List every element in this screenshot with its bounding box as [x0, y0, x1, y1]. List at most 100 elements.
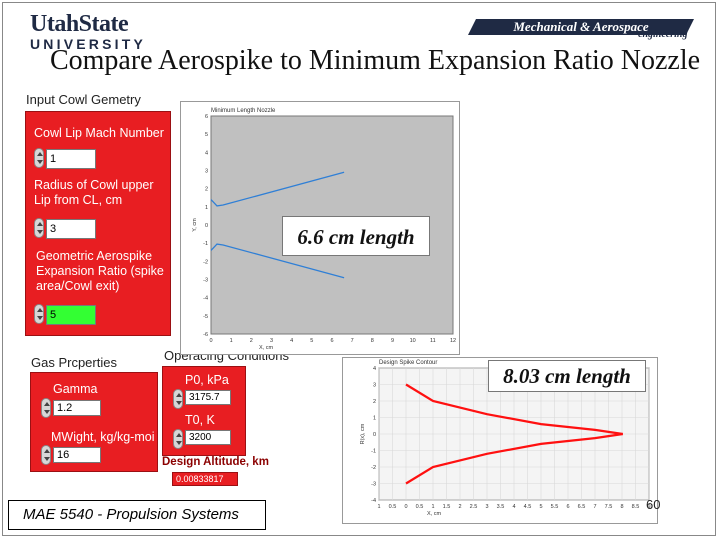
- spike-length-callout: 8.03 cm length: [488, 360, 646, 392]
- x-tick-label: 9: [391, 338, 394, 344]
- slide-title: Compare Aerospike to Minimum Expansion R…: [49, 45, 701, 76]
- x-tick-label: 12: [450, 338, 456, 344]
- mae-logo: Mechanical & Aerospace: [468, 19, 694, 35]
- x-tick-label: 2: [250, 338, 253, 344]
- x-tick-label: 4: [290, 338, 293, 344]
- x-axis-label: X, cm: [427, 511, 441, 517]
- cowl-geometry-panel: Cowl Lip Mach Number 1 Radius of Cowl up…: [25, 111, 171, 336]
- mweight-input[interactable]: 16: [53, 447, 101, 463]
- operating-conditions-panel: P0, kPa 3175.7 T0, K 3200: [162, 366, 246, 456]
- y-tick-label: 3: [205, 169, 208, 175]
- gamma-label: Gamma: [53, 382, 98, 396]
- gas-panel-heading: Gas Prcperties: [31, 355, 117, 370]
- x-tick-label: 1: [230, 338, 233, 344]
- series-line-2: [210, 243, 345, 279]
- y-tick-label: -3: [371, 482, 376, 488]
- x-tick-label: 8: [371, 338, 374, 344]
- x-tick-label: 10: [410, 338, 416, 344]
- x-tick-label: 6.5: [578, 504, 586, 510]
- x-tick-label: 9: [647, 504, 650, 510]
- chart-title: Minimum Length Nozzle: [211, 108, 276, 114]
- y-tick-label: 5: [205, 132, 208, 138]
- mweight-label: MWight, kg/kg-moi: [51, 430, 155, 444]
- x-tick-label: 8: [620, 504, 623, 510]
- y-tick-label: 3: [373, 383, 376, 389]
- expansion-ratio-stepper[interactable]: [34, 304, 44, 324]
- x-tick-label: 1: [431, 504, 434, 510]
- x-tick-label: 5: [539, 504, 542, 510]
- y-tick-label: 4: [373, 366, 376, 372]
- mweight-stepper[interactable]: [41, 445, 51, 465]
- design-altitude-value: 0.00833817: [172, 472, 238, 486]
- expansion-ratio-label: Geometric Aerospike Expansion Ratio (spi…: [36, 249, 164, 293]
- mae-logo-subtitle: engineering: [638, 29, 688, 40]
- cowl-radius-input[interactable]: 3: [46, 219, 96, 239]
- y-tick-label: -2: [371, 465, 376, 471]
- cowl-mach-label: Cowl Lip Mach Number: [34, 126, 164, 140]
- p0-input[interactable]: 3175.7: [185, 390, 231, 405]
- x-tick-label: 6: [330, 338, 333, 344]
- x-tick-label: 3: [485, 504, 488, 510]
- x-tick-label: 4: [512, 504, 515, 510]
- gamma-stepper[interactable]: [41, 398, 51, 418]
- x-tick-label: 0: [404, 504, 407, 510]
- p0-label: P0, kPa: [185, 373, 229, 387]
- cowl-panel-heading: Input Cowl Gemetry: [26, 92, 141, 107]
- y-tick-label: 6: [205, 114, 208, 120]
- y-tick-label: 1: [205, 205, 208, 211]
- t0-label: T0, K: [185, 413, 215, 427]
- x-tick-label: 8.5: [632, 504, 640, 510]
- x-tick-label: 1.5: [443, 504, 451, 510]
- cowl-radius-stepper[interactable]: [34, 218, 44, 238]
- x-tick-label: 5.5: [551, 504, 559, 510]
- x-tick-label: 6: [566, 504, 569, 510]
- gamma-input[interactable]: 1.2: [53, 400, 101, 416]
- y-tick-label: -4: [371, 498, 376, 504]
- p0-stepper[interactable]: [173, 389, 183, 409]
- y-tick-label: 2: [205, 187, 208, 193]
- design-altitude-label: Design Altitude, km: [162, 456, 269, 468]
- x-tick-label: 0: [209, 338, 212, 344]
- x-tick-label: 7: [351, 338, 354, 344]
- x-tick-label: 7: [593, 504, 596, 510]
- x-tick-label: 7.5: [605, 504, 613, 510]
- cowl-mach-stepper[interactable]: [34, 148, 44, 168]
- chart-title: Design Spike Contour: [379, 360, 437, 366]
- x-tick-label: 1: [377, 504, 380, 510]
- x-tick-label: 11: [430, 338, 436, 344]
- t0-input[interactable]: 3200: [185, 430, 231, 445]
- x-tick-label: 2: [458, 504, 461, 510]
- y-tick-label: -3: [203, 278, 208, 284]
- gas-properties-panel: Gamma 1.2 MWight, kg/kg-moi 16: [30, 372, 158, 472]
- y-tick-label: 1: [373, 416, 376, 422]
- series-line-2: [405, 432, 623, 485]
- cowl-mach-input[interactable]: 1: [46, 149, 96, 169]
- y-tick-label: 4: [205, 150, 208, 156]
- mae-logo-text: Mechanical & Aerospace: [512, 19, 649, 34]
- x-tick-label: 2.5: [470, 504, 478, 510]
- cowl-radius-label: Radius of Cowl upper Lip from CL, cm: [34, 178, 154, 207]
- y-tick-label: 0: [205, 223, 208, 229]
- x-tick-label: 3.5: [497, 504, 505, 510]
- x-tick-label: 4.5: [524, 504, 532, 510]
- t0-stepper[interactable]: [173, 429, 183, 449]
- x-axis-label: X, cm: [259, 345, 273, 351]
- y-tick-label: 2: [373, 399, 376, 405]
- y-tick-label: -4: [203, 296, 208, 302]
- page-number: 60: [646, 497, 661, 512]
- y-tick-label: -2: [203, 259, 208, 265]
- nozzle-length-callout: 6.6 cm length: [282, 216, 430, 256]
- expansion-ratio-input[interactable]: 5: [46, 305, 96, 325]
- x-tick-label: 0.5: [389, 504, 397, 510]
- x-tick-label: 3: [270, 338, 273, 344]
- usu-logo: UtahState UNIVERSITY: [30, 11, 147, 52]
- x-tick-label: 0.5: [416, 504, 424, 510]
- y-tick-label: 0: [373, 432, 376, 438]
- course-footer: MAE 5540 - Propulsion Systems: [8, 500, 266, 530]
- y-tick-label: -1: [203, 241, 208, 247]
- y-tick-label: -6: [203, 332, 208, 338]
- y-axis-label: Y, cm: [192, 218, 198, 232]
- x-tick-label: 5: [310, 338, 313, 344]
- y-tick-label: -5: [203, 314, 208, 320]
